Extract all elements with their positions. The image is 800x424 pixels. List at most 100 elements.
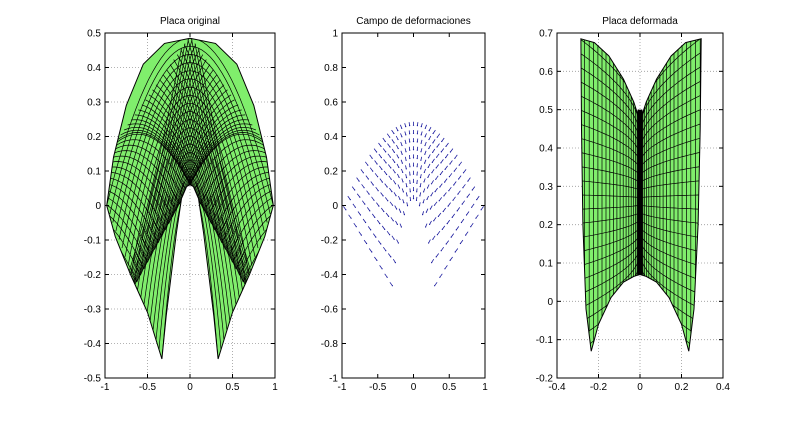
quiver-arrow: [400, 150, 403, 155]
quiver-head: [393, 132, 395, 135]
quiver-head: [445, 243, 447, 245]
quiver-arrow: [463, 169, 467, 174]
quiver-arrow: [450, 233, 455, 238]
y-tick-label: -1: [329, 374, 338, 385]
quiver-head: [412, 165, 415, 167]
quiver-head: [409, 191, 411, 193]
mesh-diagonal: [155, 84, 233, 263]
y-tick-label: 0.2: [324, 167, 338, 178]
quiver-head: [455, 229, 457, 231]
x-tick-label: 0.2: [675, 382, 689, 393]
quiver-head: [445, 157, 447, 159]
quiver-head: [405, 177, 408, 179]
quiver-head: [391, 191, 393, 193]
quiver-head: [359, 214, 362, 216]
quiver-head: [359, 196, 361, 198]
quiver-head: [419, 177, 422, 179]
quiver-arrow: [396, 239, 399, 244]
mesh-diagonal: [154, 94, 232, 250]
quiver-arrow: [423, 178, 426, 183]
y-tick-label: 0.5: [539, 105, 553, 116]
quiver-head: [412, 157, 415, 159]
quiver-arrow: [387, 153, 391, 158]
quiver-arrow: [457, 190, 461, 195]
quiver-arrow: [392, 258, 396, 263]
quiver-head: [443, 195, 445, 197]
mesh-diagonal: [180, 49, 258, 308]
quiver-head: [416, 157, 418, 160]
quiver-head: [431, 172, 433, 174]
quiver-head: [373, 199, 375, 201]
plate-mesh: [106, 37, 274, 360]
quiver-head: [386, 186, 388, 188]
quiver-head: [385, 151, 387, 153]
x-tick-label: -1: [338, 382, 347, 393]
mesh-diagonal: [166, 69, 244, 282]
quiver-arrow: [386, 133, 391, 138]
quiver-head: [425, 211, 427, 213]
quiver-head: [354, 189, 356, 191]
quiver-arrow: [423, 168, 426, 173]
quiver-head: [449, 151, 451, 153]
mesh-arc: [146, 143, 234, 317]
quiver-head: [389, 156, 391, 158]
quiver-arrow: [395, 220, 398, 225]
quiver-head: [428, 147, 430, 150]
quiver-head: [367, 164, 369, 166]
quiver-arrow: [353, 222, 357, 227]
mesh-diagonal: [134, 114, 212, 224]
quiver-head: [454, 157, 456, 159]
quiver-head: [450, 236, 452, 238]
quiver-head: [471, 206, 473, 208]
quiver-head: [387, 200, 389, 202]
quiver-head: [424, 144, 426, 147]
mesh-diagonal: [106, 215, 138, 282]
quiver-head: [429, 208, 431, 210]
mesh-arc: [106, 38, 274, 206]
quiver-arrow: [435, 175, 439, 180]
quiver-head: [401, 127, 403, 129]
quiver-head: [416, 182, 418, 184]
quiver-head: [377, 190, 379, 192]
mesh-diagonal: [106, 188, 155, 250]
quiver-arrow: [454, 154, 458, 159]
mesh-diagonal: [210, 166, 274, 224]
quiver-arrow: [427, 173, 430, 178]
quiver-arrow: [382, 148, 387, 153]
quiver-arrow: [423, 188, 426, 193]
quiver-arrow: [371, 213, 376, 218]
quiver-arrow: [449, 173, 453, 177]
quiver-head: [376, 259, 378, 261]
quiver-arrow: [400, 133, 403, 137]
quiver-head: [401, 136, 403, 138]
quiver-head: [366, 242, 368, 245]
quiver-head: [406, 186, 408, 188]
ticks: -0.4 -0.2 0 0.2 0.4-0.2-0.100.10.20.30.40.50…: [536, 29, 731, 394]
mesh-arc: [137, 119, 243, 291]
axes-placa-original: -1 -0.5 0 0.5 1-0.5-0.4-0.3-0.2-0.100.10.20.…: [84, 16, 278, 393]
quiver-arrow: [436, 143, 440, 148]
quiver-head: [409, 149, 411, 151]
quiver-arrow: [391, 129, 395, 134]
quiver-head: [465, 214, 468, 216]
quiver-head: [440, 162, 442, 164]
quiver-arrow: [378, 153, 382, 158]
quiver-head: [426, 187, 429, 189]
quiver-arrow: [431, 180, 434, 185]
quiver-arrow: [374, 173, 378, 177]
quiver-head: [466, 196, 468, 198]
quiver-head: [412, 173, 415, 175]
x-tick-label: -0.2: [590, 382, 608, 393]
quiver-head: [397, 157, 400, 159]
quiver-head: [423, 181, 425, 183]
quiver-arrow: [432, 235, 436, 240]
quiver-arrow: [357, 211, 361, 216]
quiver-head: [384, 228, 386, 230]
quiver-arrow: [362, 218, 366, 223]
quiver-arrow: [422, 199, 425, 203]
mesh-diagonal: [106, 204, 145, 270]
quiver-head: [360, 234, 362, 236]
quiver-head: [462, 172, 465, 174]
y-tick-label: -0.4: [84, 339, 102, 350]
quiver-arrow: [380, 207, 385, 212]
